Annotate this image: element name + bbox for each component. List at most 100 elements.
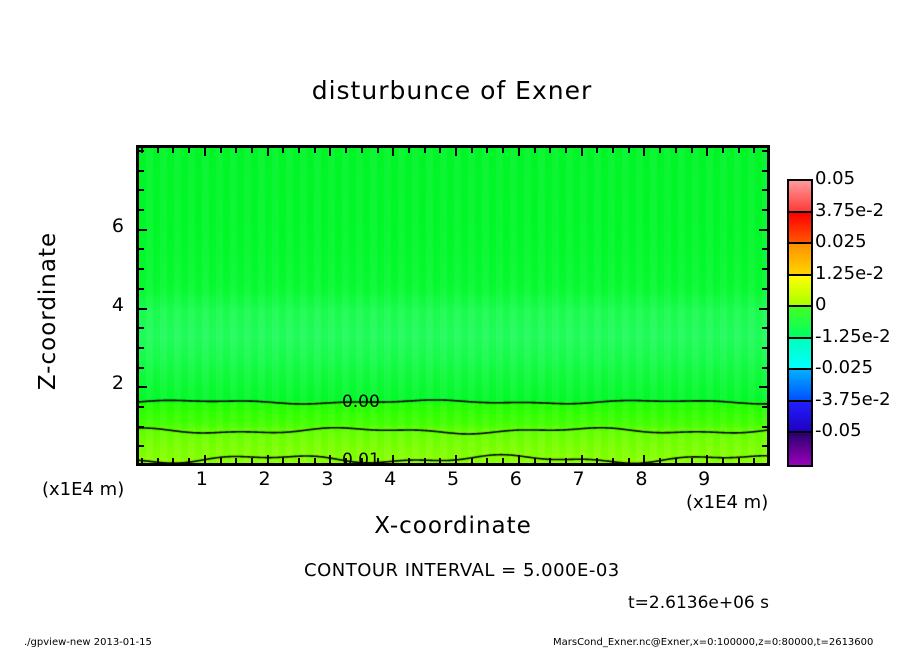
- x-tick: [627, 458, 630, 463]
- contour-interval-note: CONTOUR INTERVAL = 5.000E-03: [304, 560, 620, 581]
- x-tick: [769, 458, 770, 463]
- x-tick: [156, 148, 159, 153]
- x-tick: [721, 148, 724, 153]
- time-stamp-note: t=2.6136e+06 s: [628, 593, 769, 613]
- z-tick: [762, 366, 767, 369]
- x-tick: [219, 458, 222, 463]
- z-tick: [139, 366, 144, 369]
- x-tick: [737, 458, 740, 463]
- x-tick: [721, 458, 724, 463]
- colorbar-tick-label: 0.05: [815, 168, 856, 189]
- x-tick: [455, 148, 457, 156]
- x-tick: [172, 148, 175, 153]
- x-tick: [674, 458, 677, 463]
- x-tick: [533, 148, 536, 153]
- z-tick: [139, 189, 144, 192]
- colorbar-band: [789, 307, 811, 339]
- x-tick-label: 2: [258, 468, 271, 490]
- z-tick-label: 6: [111, 214, 124, 237]
- colorbar-tick-label: -0.05: [815, 420, 862, 442]
- z-tick-label: 2: [111, 372, 124, 395]
- z-tick: [139, 346, 144, 349]
- x-tick: [486, 458, 489, 463]
- x-tick: [203, 455, 206, 463]
- z-tick: [762, 169, 767, 172]
- x-tick: [517, 455, 520, 463]
- x-tick: [141, 458, 143, 463]
- x-tick: [345, 458, 348, 463]
- x-tick: [266, 455, 269, 463]
- x-tick: [235, 458, 238, 463]
- z-tick: [759, 386, 767, 389]
- x-tick: [549, 458, 552, 463]
- x-tick-label: 3: [321, 468, 334, 490]
- x-tick: [407, 148, 410, 153]
- z-tick: [139, 465, 144, 466]
- footer-source-text: MarsCond_Exner.nc@Exner,x=0:100000,z=0:8…: [553, 637, 874, 648]
- x-tick: [517, 148, 520, 156]
- contour-value-label: 0.01: [341, 449, 380, 470]
- x-tick: [376, 148, 379, 153]
- x-tick: [298, 148, 300, 153]
- x-tick: [706, 148, 709, 156]
- x-tick: [502, 148, 505, 153]
- x-tick: [282, 148, 285, 153]
- z-tick: [762, 465, 767, 466]
- x-tick-label: 7: [572, 468, 585, 490]
- z-tick: [762, 268, 767, 271]
- colorbar-tick-label: -0.025: [815, 357, 874, 379]
- x-tick: [439, 458, 442, 463]
- z-tick: [762, 445, 767, 448]
- x-tick: [423, 458, 426, 463]
- x-tick: [203, 148, 206, 156]
- x-tick: [470, 148, 473, 153]
- x-tick: [596, 458, 599, 463]
- x-tick-label: 4: [384, 468, 397, 490]
- contour-field-canvas: [139, 148, 767, 463]
- colorbar-tick-label: -3.75e-2: [815, 388, 891, 410]
- z-tick: [762, 287, 767, 290]
- y-axis-unit-label: (x1E4 m): [42, 479, 125, 500]
- z-tick: [139, 405, 144, 408]
- x-tick: [423, 148, 426, 153]
- z-tick: [139, 425, 144, 428]
- colorbar-band: [789, 370, 811, 402]
- x-tick: [392, 148, 395, 156]
- z-tick: [139, 209, 144, 212]
- x-tick: [470, 458, 473, 463]
- colorbar-band: [789, 401, 811, 434]
- z-tick: [762, 346, 767, 349]
- x-tick: [392, 455, 395, 463]
- x-tick: [235, 148, 238, 153]
- x-tick: [580, 148, 583, 156]
- footer-command-text: ./gpview-new 2013-01-15: [24, 637, 152, 648]
- x-tick: [360, 458, 363, 463]
- contour-value-label: 0.00: [341, 391, 380, 412]
- x-axis-title: X-coordinate: [374, 513, 532, 539]
- x-tick-label: 5: [446, 468, 460, 490]
- z-tick: [139, 150, 144, 152]
- x-tick: [659, 458, 662, 463]
- z-tick: [139, 228, 147, 231]
- z-tick: [139, 268, 144, 271]
- x-tick: [674, 148, 677, 153]
- z-tick: [139, 327, 144, 330]
- y-axis-title: Z-coordinate: [35, 231, 61, 391]
- z-tick: [762, 248, 767, 251]
- x-tick: [329, 148, 332, 156]
- colorbar-tick-label: 3.75e-2: [815, 199, 885, 221]
- x-tick-label: 9: [698, 468, 711, 490]
- x-tick: [329, 455, 332, 463]
- x-tick-label: 6: [509, 468, 522, 490]
- z-tick: [139, 169, 144, 172]
- z-tick: [759, 228, 767, 231]
- x-tick: [360, 148, 363, 153]
- x-tick: [596, 148, 599, 153]
- colorbar-band: [789, 212, 811, 245]
- x-tick: [690, 458, 693, 463]
- x-tick: [313, 148, 316, 153]
- z-tick: [762, 150, 767, 152]
- x-tick: [376, 458, 379, 463]
- page-title: disturbunce of Exner: [311, 76, 593, 105]
- plot-area: [136, 145, 770, 466]
